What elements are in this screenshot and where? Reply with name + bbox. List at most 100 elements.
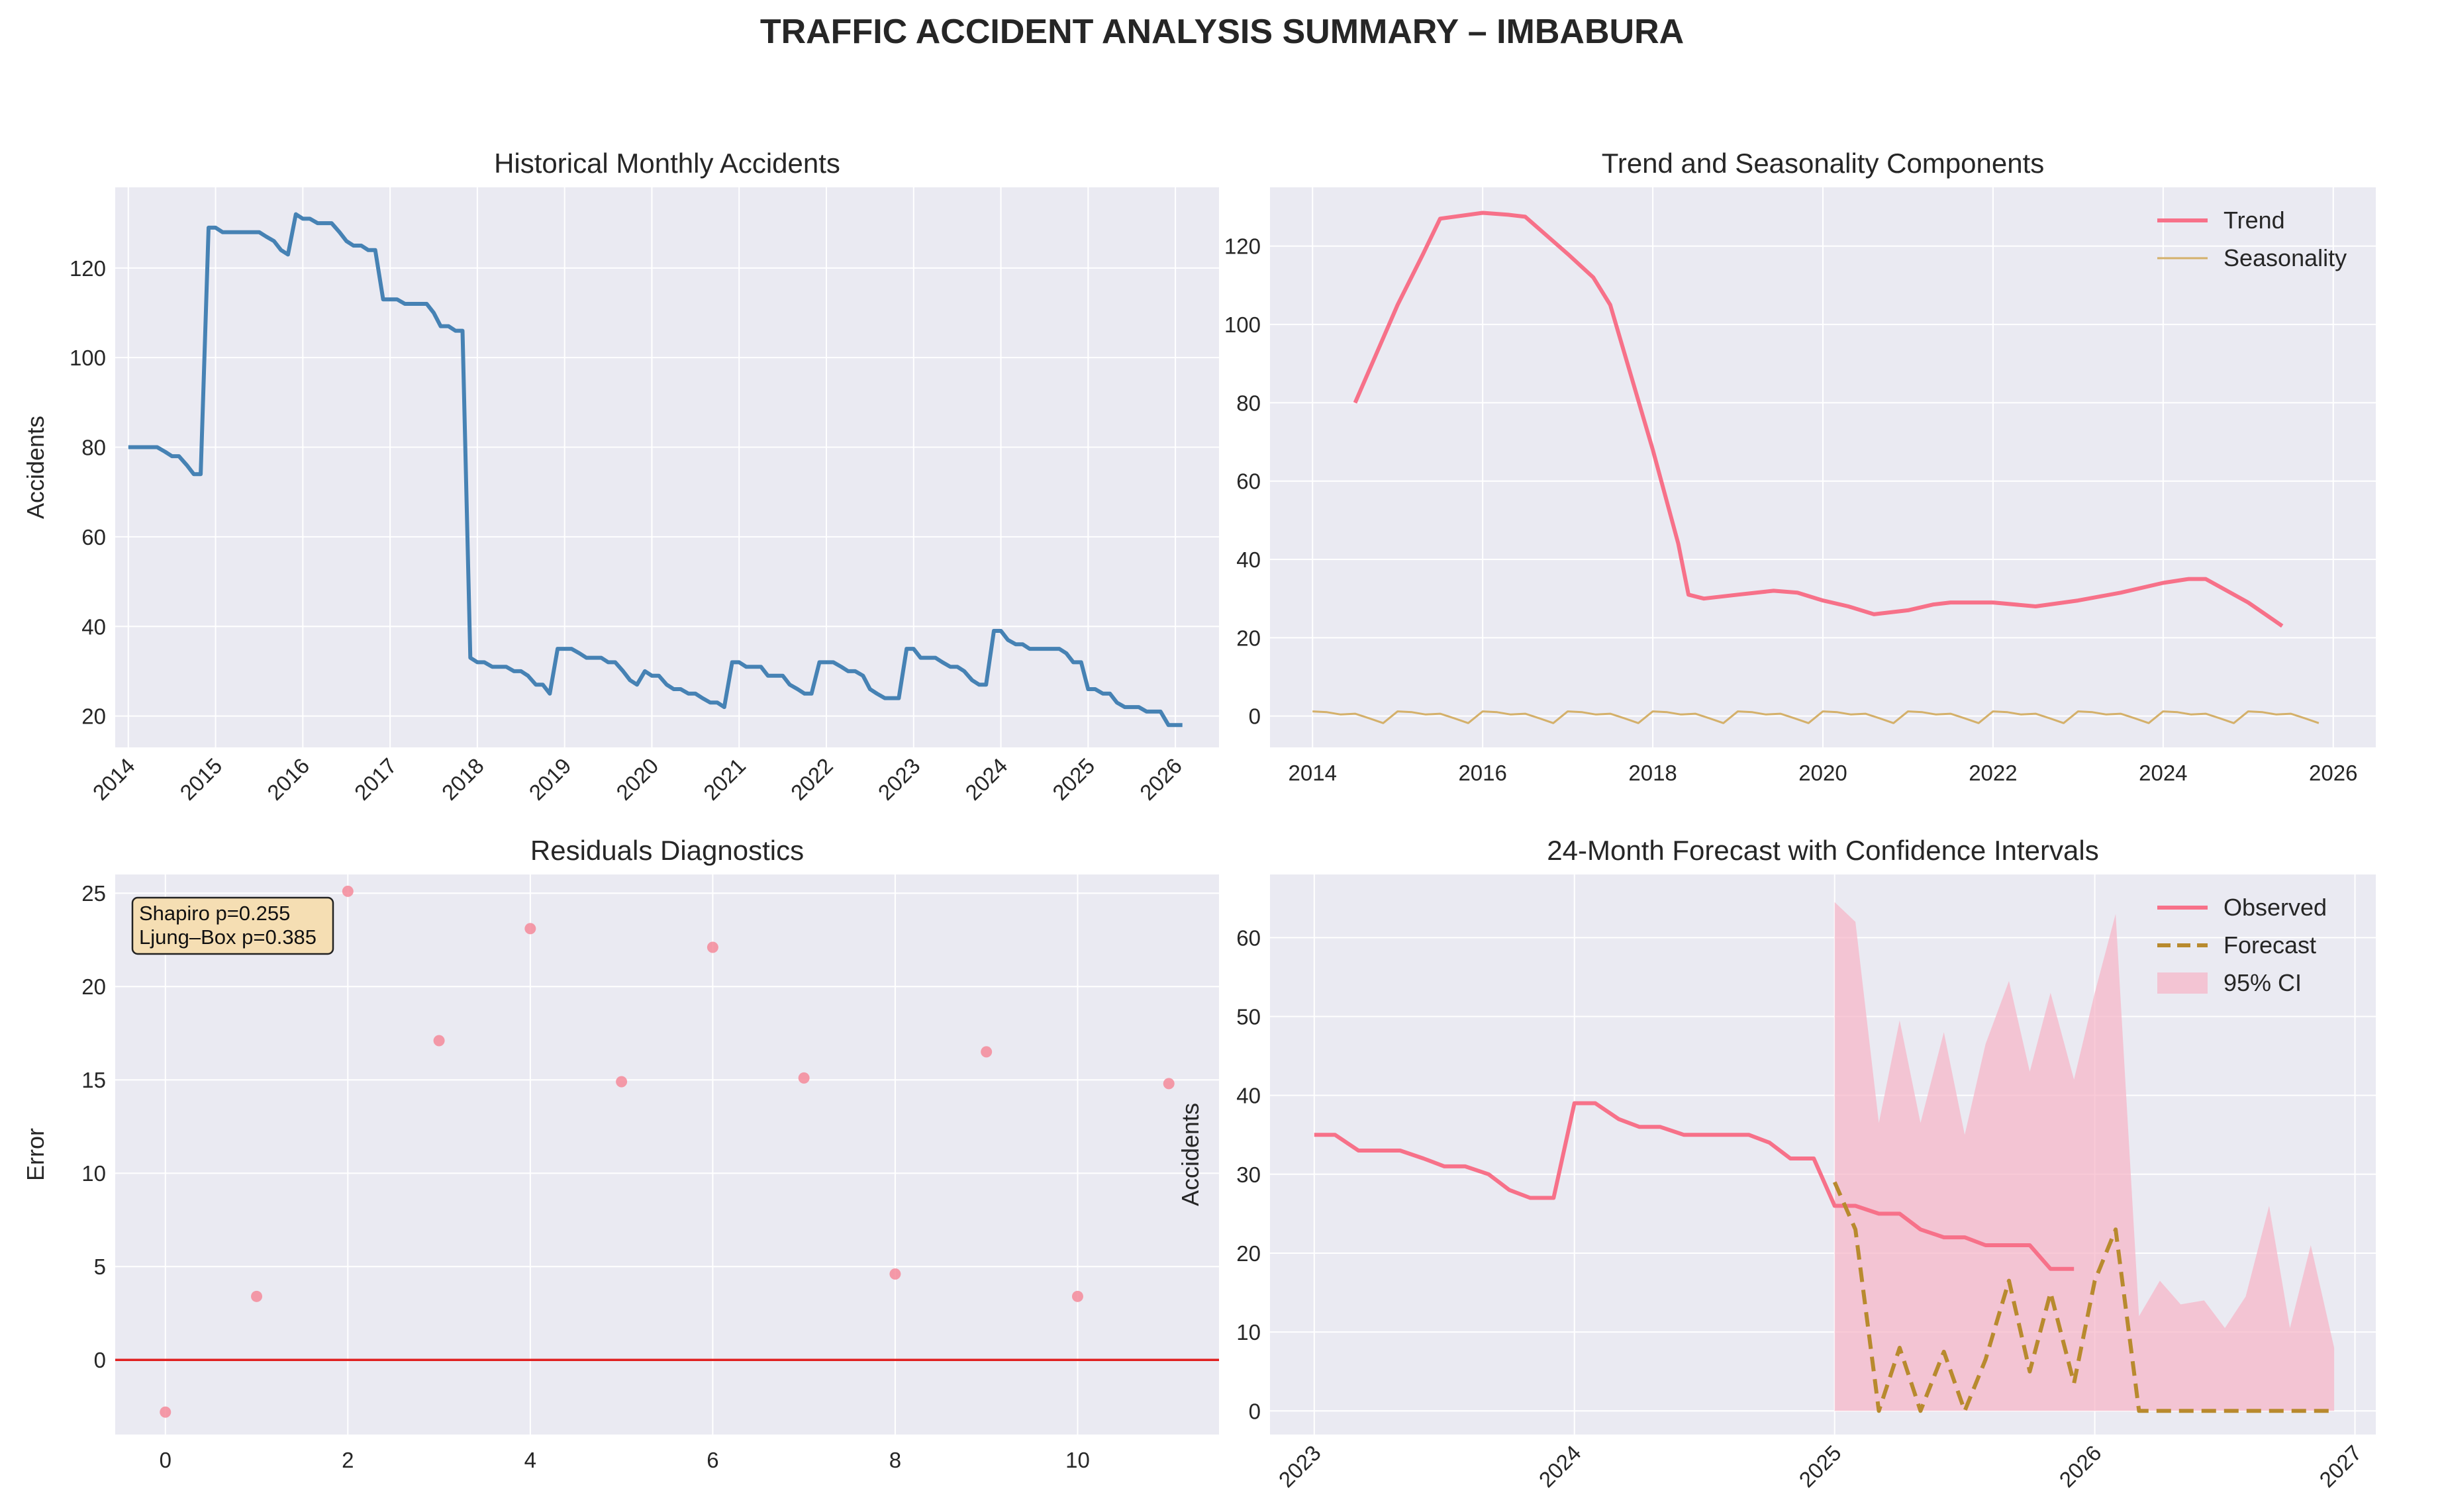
observed-line: [1314, 1101, 2075, 1271]
residuals-y-tick-label: 25: [81, 881, 106, 906]
legend-entry: Trend: [2224, 207, 2285, 234]
residuals-x-tick-label: 8: [889, 1448, 901, 1472]
residual-point: [342, 885, 354, 897]
components-x-tick-label: 2026: [2309, 761, 2357, 785]
forecast-x-tick-label: 2025: [1794, 1441, 1846, 1492]
components-panel: Trend and Seasonality Components 0 20 40 60 8…: [1224, 148, 2376, 785]
components-y-tick-label: 80: [1236, 391, 1261, 415]
forecast-y-tick-label: 20: [1236, 1241, 1261, 1266]
stats-annotation-box: [131, 896, 334, 955]
seasonality-line: [1312, 710, 2320, 724]
components-x-tick-label: 2024: [2139, 761, 2187, 785]
residuals-y-axis-label: Error: [22, 1128, 49, 1181]
historical-y-tick-label: 40: [81, 614, 106, 639]
historical-title: Historical Monthly Accidents: [494, 148, 840, 179]
components-x-tick-label: 2018: [1628, 761, 1677, 785]
residual-point: [981, 1046, 993, 1058]
historical-y-tick-label: 120: [70, 256, 106, 281]
historical-data: [128, 212, 1183, 728]
forecast-x-tick-label: 2027: [2314, 1441, 2366, 1492]
components-data: [1312, 211, 2320, 724]
forecast-y-axis-label: Accidents: [1177, 1103, 1204, 1206]
residual-point: [889, 1268, 901, 1280]
forecast-line: [1832, 1181, 2335, 1413]
residual-point: [798, 1072, 810, 1084]
forecast-y-tick-label: 10: [1236, 1320, 1261, 1345]
historical-x-tick-label: 2020: [611, 753, 663, 805]
residuals-y-tick-label: 10: [81, 1161, 106, 1186]
forecast-title: 24-Month Forecast with Confidence Interv…: [1547, 835, 2098, 866]
forecast-y-tick-label: 60: [1236, 925, 1261, 950]
legend-swatch-ci: [2157, 972, 2208, 994]
historical-panel: Historical Monthly Accidents Accidents 20 4…: [22, 148, 1219, 805]
residual-point: [1163, 1078, 1175, 1090]
historical-x-tick-label: 2023: [873, 753, 925, 805]
residuals-y-tick-label: 15: [81, 1068, 106, 1092]
components-y-tick-label: 40: [1236, 547, 1261, 572]
components-y-tick-label: 100: [1224, 312, 1261, 337]
legend-entry: Observed: [2224, 894, 2327, 921]
forecast-x-tick-label: 2023: [1274, 1441, 1326, 1492]
historical-x-tick-label: 2015: [175, 753, 226, 805]
historical-y-axis-label: Accidents: [22, 416, 49, 519]
historical-x-tick-label: 2021: [699, 753, 750, 805]
residuals-plot-area: [115, 874, 1219, 1435]
forecast-panel: 24-Month Forecast with Confidence Interv…: [1177, 835, 2376, 1492]
stats-annotation-line: Shapiro p=0.255: [139, 902, 290, 925]
components-x-tick-label: 2022: [1969, 761, 2017, 785]
components-y-tick-label: 60: [1236, 469, 1261, 494]
historical-x-tick-label: 2019: [524, 753, 576, 805]
residual-point: [707, 941, 718, 953]
historical-x-tick-label: 2026: [1135, 753, 1187, 805]
forecast-y-tick-label: 40: [1236, 1084, 1261, 1108]
residuals-x-tick-label: 10: [1065, 1448, 1090, 1472]
residual-point: [616, 1076, 628, 1088]
historical-x-tick-label: 2018: [437, 753, 489, 805]
residuals-y-tick-label: 20: [81, 974, 106, 999]
residuals-y-tick-label: 5: [94, 1254, 106, 1279]
figure-title: TRAFFIC ACCIDENT ANALYSIS SUMMARY – IMBA…: [759, 13, 1685, 51]
residuals-y-tick-label: 0: [94, 1348, 106, 1372]
residuals-x-tick-label: 2: [342, 1448, 354, 1472]
historical-line: [128, 212, 1183, 728]
residual-point: [1071, 1290, 1083, 1302]
stats-annotation-line: Ljung–Box p=0.385: [139, 925, 317, 949]
legend-entry: 95% CI: [2224, 969, 2302, 996]
historical-x-tick-label: 2017: [350, 753, 401, 805]
residual-point: [524, 923, 536, 935]
forecast-x-tick-label: 2026: [2054, 1441, 2106, 1492]
legend-entry: Forecast: [2224, 931, 2316, 959]
residuals-x-tick-label: 6: [707, 1448, 718, 1472]
ci-band: [1834, 902, 2335, 1411]
residual-point: [160, 1406, 171, 1418]
residuals-x-tick-label: 4: [524, 1448, 536, 1472]
historical-x-tick-label: 2022: [786, 753, 838, 805]
forecast-data: [1314, 902, 2335, 1413]
components-x-tick-label: 2014: [1289, 761, 1337, 785]
historical-y-tick-label: 100: [70, 346, 106, 370]
historical-x-tick-label: 2016: [262, 753, 314, 805]
residuals-x-tick-label: 0: [160, 1448, 171, 1472]
historical-x-tick-label: 2014: [88, 753, 140, 805]
residual-point: [433, 1035, 445, 1047]
historical-x-tick-label: 2024: [960, 753, 1012, 805]
forecast-y-tick-label: 0: [1249, 1399, 1261, 1423]
historical-plot-area: [115, 187, 1219, 747]
historical-y-tick-label: 80: [81, 436, 106, 460]
legend-entry: Seasonality: [2224, 244, 2347, 271]
historical-y-tick-label: 20: [81, 704, 106, 729]
historical-y-tick-label: 60: [81, 525, 106, 549]
forecast-y-tick-label: 30: [1236, 1162, 1261, 1187]
components-y-tick-label: 20: [1236, 626, 1261, 650]
components-x-tick-label: 2016: [1458, 761, 1506, 785]
components-y-tick-label: 120: [1224, 234, 1261, 259]
components-title: Trend and Seasonality Components: [1602, 148, 2045, 179]
components-x-tick-label: 2020: [1798, 761, 1847, 785]
components-y-tick-label: 0: [1249, 704, 1261, 729]
forecast-x-tick-label: 2024: [1534, 1441, 1586, 1492]
trend-line: [1353, 211, 2284, 628]
residuals-panel: Residuals Diagnostics Error 0 5 10 15 20 25 0 2 4 6…: [22, 835, 1219, 1472]
historical-x-tick-label: 2025: [1048, 753, 1099, 805]
